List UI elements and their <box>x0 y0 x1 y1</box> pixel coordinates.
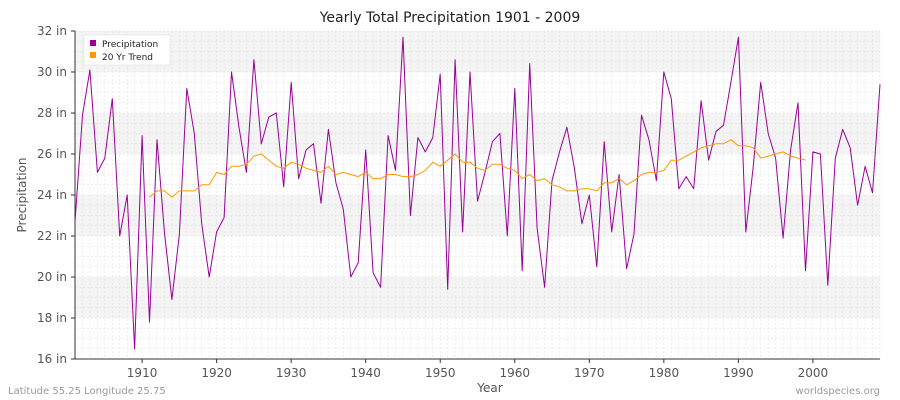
legend-box <box>83 34 171 66</box>
y-axis-label: Precipitation <box>15 157 29 232</box>
footer-coordinates: Latitude 55.25 Longitude 25.75 <box>8 386 166 397</box>
x-tick-label: 2000 <box>798 366 829 380</box>
y-tick-label: 24 in <box>37 188 67 202</box>
y-tick-label: 32 in <box>37 24 67 38</box>
y-tick-label: 18 in <box>37 311 67 325</box>
legend: Precipitation 20 Yr Trend <box>83 34 171 66</box>
precipitation-line <box>74 36 881 350</box>
legend-swatch-precipitation <box>90 40 96 46</box>
footer-source: worldspecies.org <box>796 386 880 397</box>
y-tick-label: 28 in <box>37 106 67 120</box>
x-axis-label: Year <box>476 381 502 395</box>
x-tick-label: 1930 <box>276 366 307 380</box>
x-tick-label: 1950 <box>425 366 456 380</box>
y-tick-label: 20 in <box>37 270 67 284</box>
trend-line <box>149 139 806 198</box>
chart-title: Yearly Total Precipitation 1901 - 2009 <box>319 10 581 26</box>
y-tick-label: 26 in <box>37 147 67 161</box>
x-tick-label: 1980 <box>649 366 680 380</box>
y-tick-labels: 16 in 18 in 20 in 22 in 24 in 26 in 28 in 30 in… <box>37 24 75 366</box>
x-tick-label: 1960 <box>499 366 530 380</box>
x-tick-label: 1920 <box>201 366 232 380</box>
x-tick-label: 1990 <box>723 366 754 380</box>
x-tick-label: 1970 <box>574 366 605 380</box>
x-tick-label: 1910 <box>127 366 158 380</box>
legend-label-trend: 20 Yr Trend <box>102 53 153 63</box>
x-tick-labels: 1910 1920 1930 1940 1950 1960 1970 1980 1990 2000 <box>127 359 828 380</box>
y-tick-label: 30 in <box>37 65 67 79</box>
legend-swatch-trend <box>90 52 96 58</box>
legend-label-precipitation: Precipitation <box>102 40 158 50</box>
x-tick-label: 1940 <box>350 366 381 380</box>
y-tick-label: 22 in <box>37 229 67 243</box>
series-lines <box>74 36 881 350</box>
y-tick-label: 16 in <box>37 352 67 366</box>
